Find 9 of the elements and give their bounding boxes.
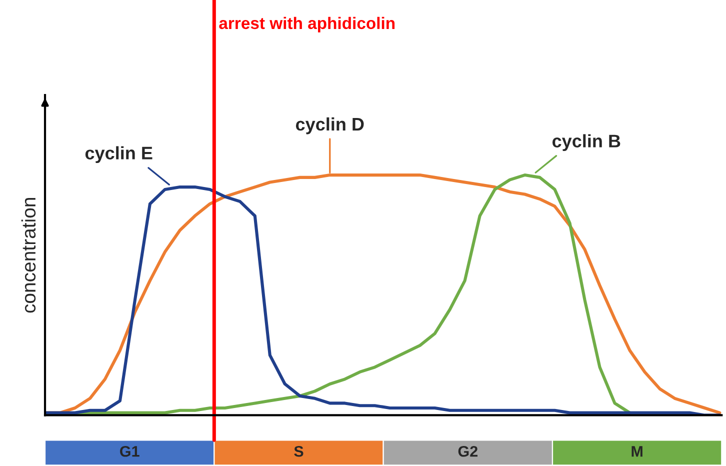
text: G2 [458, 446, 478, 457]
text: cyclin D [296, 117, 364, 134]
y-axis-title: concentration [21, 198, 36, 313]
text: G1 [120, 446, 140, 457]
text: M [632, 446, 642, 457]
series-label: cyclin B [552, 134, 620, 152]
series-label: cyclin E [85, 146, 152, 164]
text: S [294, 446, 304, 457]
text: arrest with aphidicolin [219, 16, 395, 32]
